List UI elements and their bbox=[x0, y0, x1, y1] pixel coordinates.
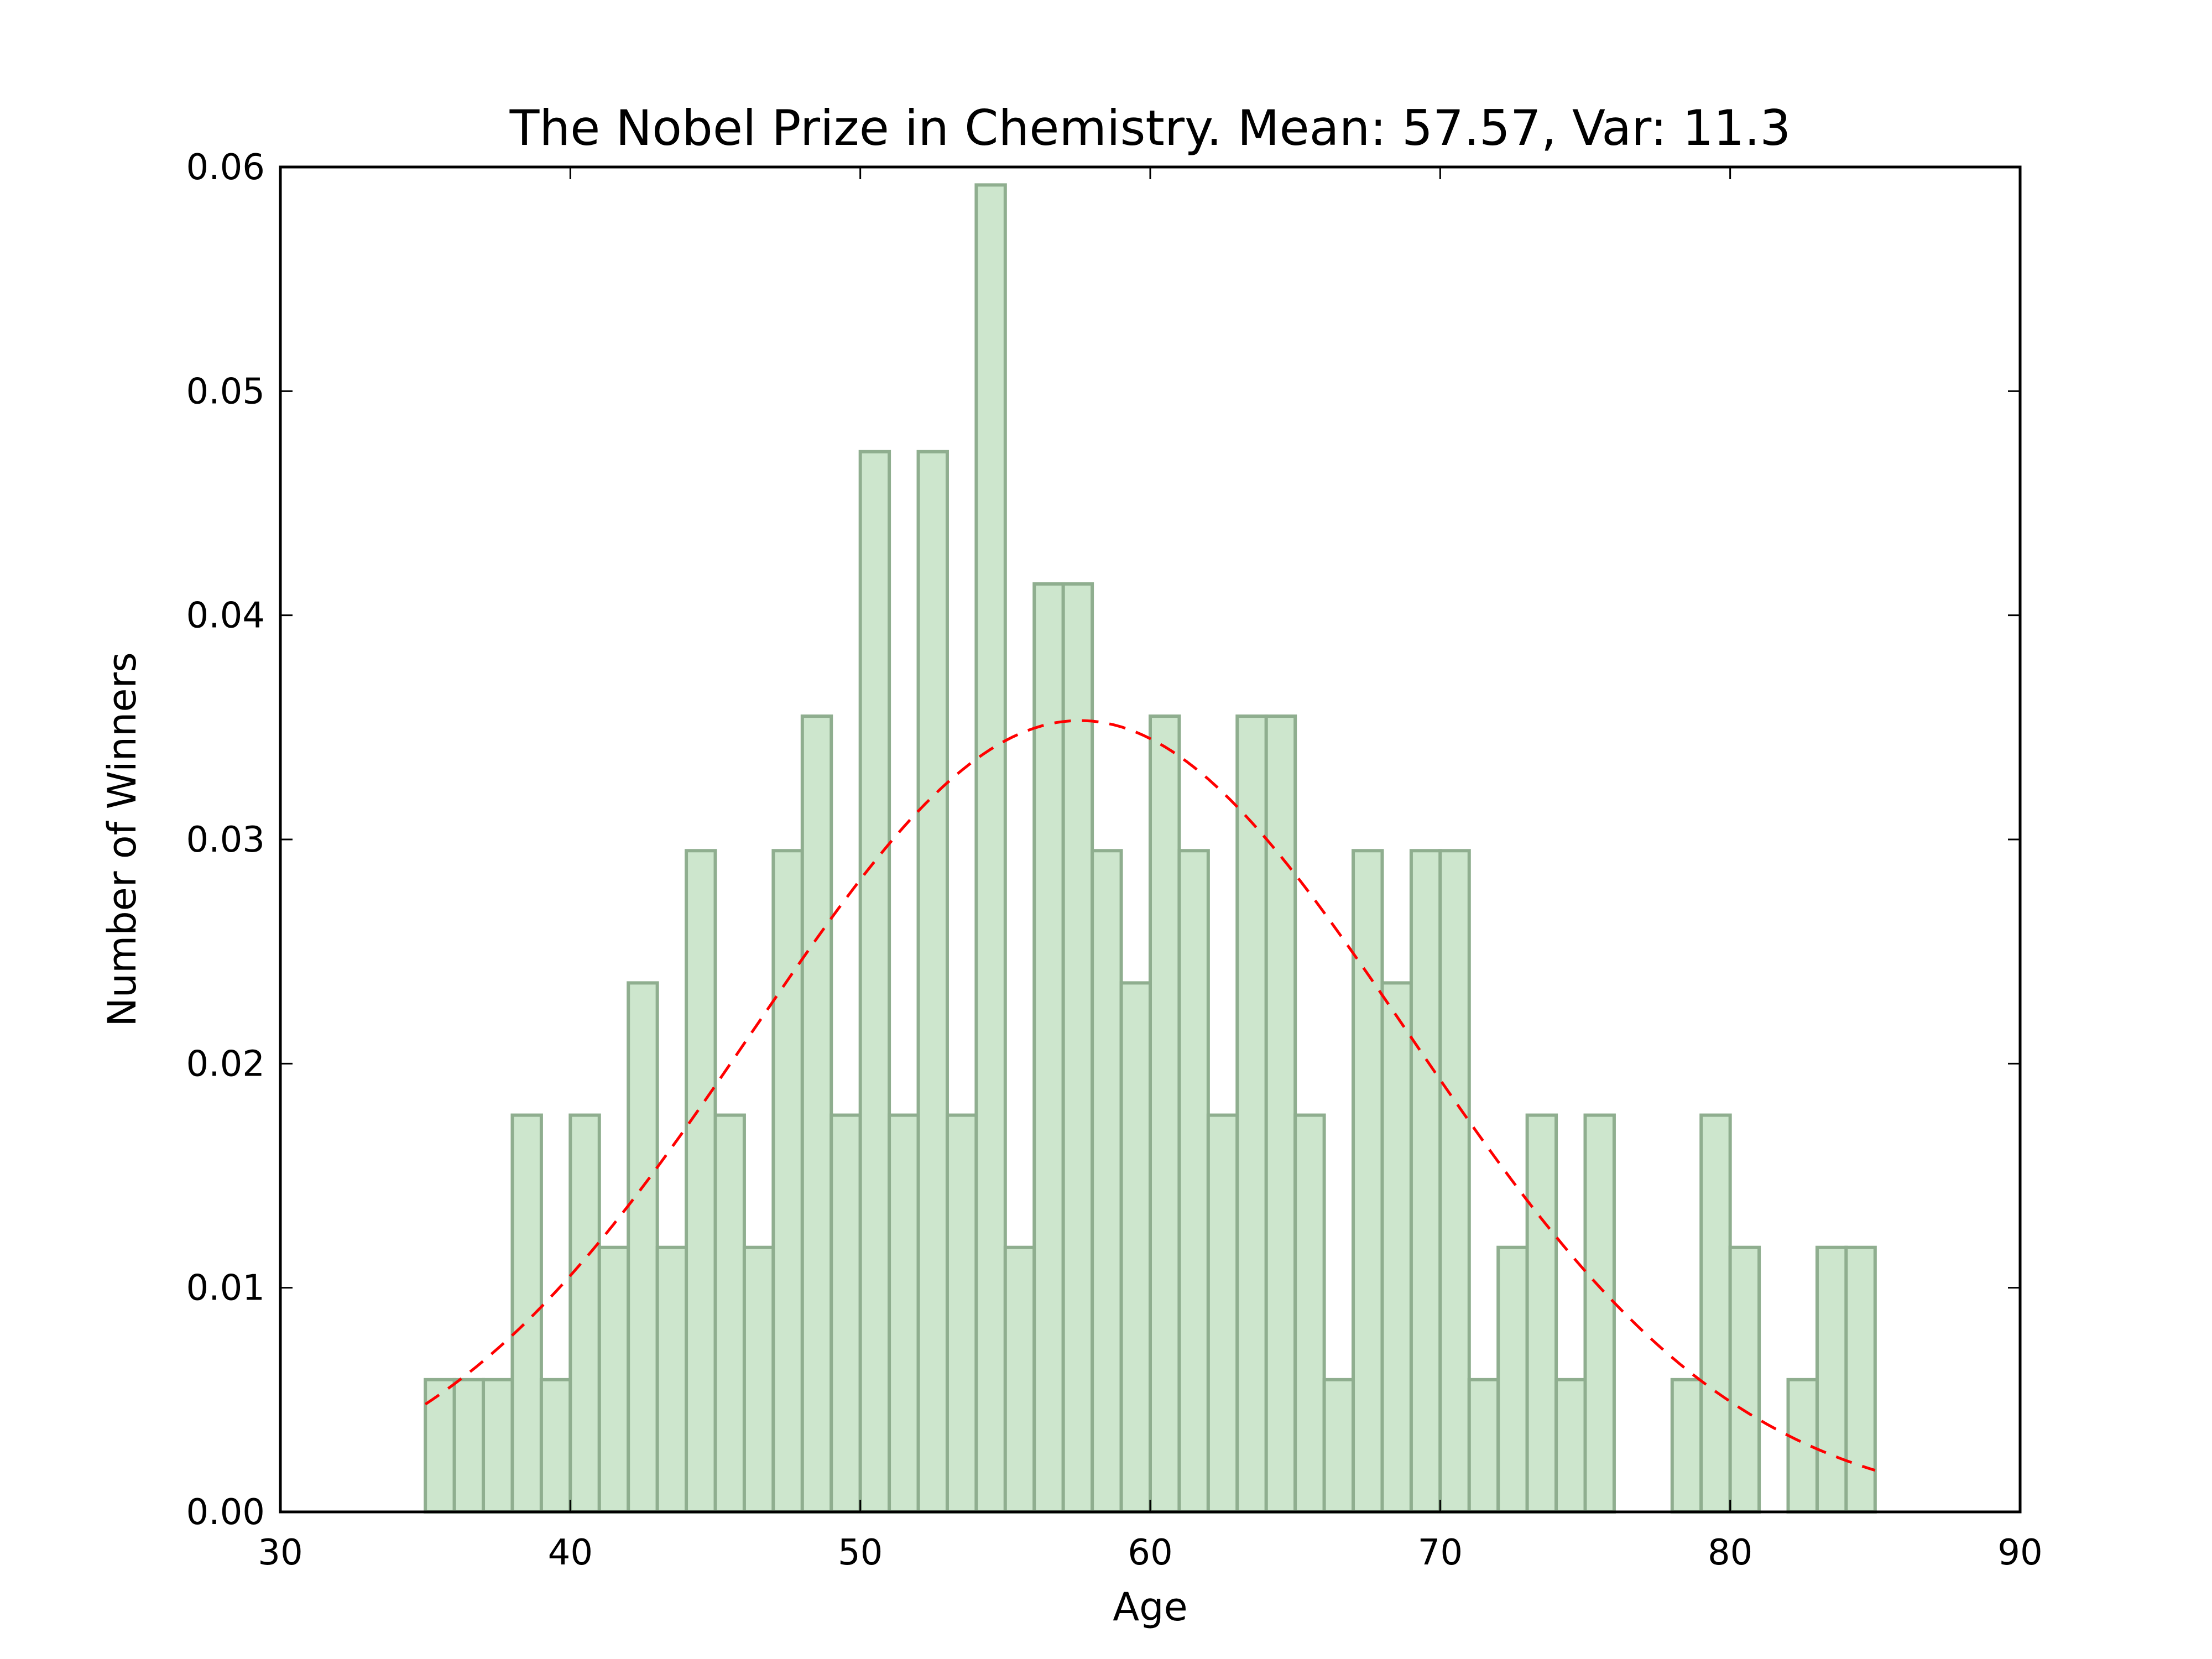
histogram-bar bbox=[1496, 1245, 1529, 1514]
histogram-bar bbox=[510, 1113, 543, 1514]
y-tick-label: 0.04 bbox=[186, 596, 265, 637]
y-tick-labels: 0.00 0.01 0.02 0.03 0.04 0.05 0.06 bbox=[186, 147, 265, 1533]
histogram-bar bbox=[1525, 1113, 1558, 1514]
histogram-bar bbox=[1119, 981, 1152, 1514]
histogram-bar bbox=[888, 1113, 920, 1514]
y-tick-label: 0.05 bbox=[186, 371, 265, 412]
normal-fit-curve bbox=[424, 719, 1876, 1472]
histogram-bar bbox=[655, 1245, 688, 1514]
histogram-bar bbox=[568, 1113, 601, 1514]
x-tick-label: 30 bbox=[258, 1532, 302, 1573]
histogram-bar bbox=[830, 1113, 862, 1514]
histogram-bar bbox=[742, 1245, 775, 1514]
x-axis-title: Age bbox=[1113, 1584, 1187, 1630]
y-axis-title: Number of Winners bbox=[100, 652, 145, 1026]
histogram-bar bbox=[1728, 1245, 1761, 1514]
histogram-bar bbox=[945, 1113, 978, 1514]
x-tick-label: 40 bbox=[548, 1532, 593, 1573]
x-tick-labels: 30 40 50 60 70 80 90 bbox=[258, 1532, 2042, 1573]
histogram-bar bbox=[800, 714, 833, 1514]
histogram-bar bbox=[1352, 849, 1384, 1514]
histogram-bar bbox=[627, 981, 659, 1514]
histogram-bar bbox=[1003, 1245, 1036, 1514]
histogram-bar bbox=[1264, 714, 1297, 1514]
histogram-bars bbox=[424, 183, 1877, 1514]
histogram-bar bbox=[1293, 1113, 1326, 1514]
histogram-bar bbox=[1583, 1113, 1616, 1514]
histogram-bar bbox=[1699, 1113, 1732, 1514]
histogram-bar bbox=[916, 450, 949, 1514]
histogram-bar bbox=[1235, 714, 1268, 1514]
y-tick-label: 0.03 bbox=[186, 820, 265, 860]
histogram-bar bbox=[1206, 1113, 1239, 1514]
histogram-bar bbox=[713, 1113, 746, 1514]
x-tick-label: 90 bbox=[1997, 1532, 2042, 1573]
y-tick-label: 0.01 bbox=[186, 1268, 265, 1309]
histogram-bar bbox=[597, 1245, 630, 1514]
y-tick-label: 0.02 bbox=[186, 1044, 265, 1084]
histogram-bar bbox=[1091, 849, 1123, 1514]
x-tick-label: 50 bbox=[838, 1532, 883, 1573]
histogram-bar bbox=[858, 450, 891, 1514]
histogram-bar bbox=[1061, 582, 1094, 1514]
histogram-bar bbox=[424, 1378, 456, 1514]
histogram-bar bbox=[1409, 849, 1442, 1514]
chart-title: The Nobel Prize in Chemistry. Mean: 57.5… bbox=[509, 100, 1791, 156]
histogram-bar bbox=[771, 849, 804, 1514]
x-tick-label: 80 bbox=[1708, 1532, 1752, 1573]
histogram-bar bbox=[1670, 1378, 1703, 1514]
axis-ticks bbox=[279, 166, 2021, 1513]
y-tick-label: 0.06 bbox=[186, 147, 265, 188]
histogram-bar bbox=[1844, 1245, 1877, 1514]
histogram-bar bbox=[1438, 849, 1471, 1514]
histogram-bar bbox=[1467, 1378, 1500, 1514]
histogram-bar bbox=[1380, 981, 1413, 1514]
x-tick-label: 60 bbox=[1128, 1532, 1172, 1573]
histogram-bar bbox=[974, 183, 1007, 1514]
histogram-bar bbox=[1177, 849, 1210, 1514]
y-tick-label: 0.00 bbox=[186, 1492, 265, 1533]
histogram-bar bbox=[1815, 1245, 1848, 1514]
histogram-bar bbox=[1322, 1378, 1355, 1514]
x-tick-label: 70 bbox=[1418, 1532, 1463, 1573]
histogram-bar bbox=[685, 849, 717, 1514]
histogram-bar bbox=[482, 1378, 514, 1514]
histogram-bar bbox=[539, 1378, 572, 1514]
histogram-bar bbox=[452, 1378, 486, 1514]
histogram-bar bbox=[1149, 714, 1181, 1514]
histogram-bar bbox=[1554, 1378, 1587, 1514]
